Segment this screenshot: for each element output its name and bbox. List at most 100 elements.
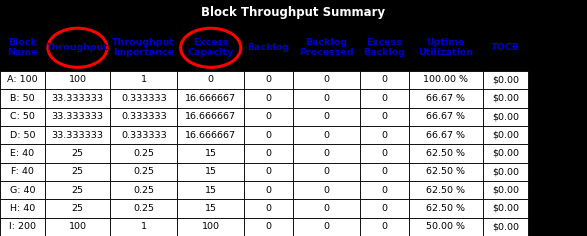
Bar [360, 126, 409, 144]
Text: 0: 0 [265, 167, 272, 176]
Bar [45, 108, 110, 126]
Text: 33.333333: 33.333333 [52, 112, 103, 121]
Text: 25: 25 [72, 167, 83, 176]
Bar [293, 25, 360, 71]
Bar [483, 144, 528, 163]
Bar [110, 144, 177, 163]
Bar [483, 218, 528, 236]
Text: 0.333333: 0.333333 [121, 112, 167, 121]
Text: TOCB: TOCB [491, 43, 520, 52]
Text: 15: 15 [205, 185, 217, 195]
Bar [293, 144, 360, 163]
Bar [293, 163, 360, 181]
Text: 0.25: 0.25 [133, 149, 154, 158]
Text: 66.67 %: 66.67 % [426, 94, 465, 103]
Text: 0: 0 [381, 76, 387, 84]
Text: 0: 0 [265, 131, 272, 139]
Text: 0: 0 [208, 76, 214, 84]
Bar [110, 71, 177, 89]
Text: $0.00: $0.00 [492, 94, 519, 103]
Bar [177, 126, 244, 144]
Text: 0: 0 [323, 112, 329, 121]
Bar [177, 89, 244, 108]
Bar [177, 25, 244, 71]
Bar [0, 71, 45, 89]
Bar [244, 163, 293, 181]
Text: 16.666667: 16.666667 [185, 131, 236, 139]
Text: 100: 100 [69, 76, 86, 84]
Text: 0.25: 0.25 [133, 204, 154, 213]
Bar [293, 89, 360, 108]
Bar [110, 126, 177, 144]
Text: 100.00 %: 100.00 % [423, 76, 468, 84]
Bar [360, 25, 409, 71]
Bar [409, 218, 483, 236]
Text: 0: 0 [323, 167, 329, 176]
Text: 0: 0 [381, 112, 387, 121]
Text: 100: 100 [69, 222, 86, 231]
Bar [45, 126, 110, 144]
Text: 0: 0 [323, 94, 329, 103]
Text: F: 40: F: 40 [11, 167, 33, 176]
Bar [293, 126, 360, 144]
Text: 0: 0 [381, 167, 387, 176]
Bar [293, 199, 360, 218]
Bar [45, 181, 110, 199]
Text: 66.67 %: 66.67 % [426, 131, 465, 139]
Text: D: 50: D: 50 [9, 131, 35, 139]
Text: Throughput: Throughput [46, 43, 109, 52]
Text: Excess
Capacity: Excess Capacity [188, 38, 234, 58]
Text: 0: 0 [381, 204, 387, 213]
Bar [45, 71, 110, 89]
Bar [293, 71, 360, 89]
Bar [293, 181, 360, 199]
Text: Uptime
Utilization: Uptime Utilization [418, 38, 473, 58]
Text: H: 40: H: 40 [9, 204, 35, 213]
Bar [244, 218, 293, 236]
Bar [360, 199, 409, 218]
Text: A: 100: A: 100 [7, 76, 38, 84]
Text: 0: 0 [265, 94, 272, 103]
Text: 100: 100 [202, 222, 220, 231]
Bar [0, 0, 587, 25]
Bar [244, 108, 293, 126]
Text: I: 200: I: 200 [9, 222, 36, 231]
Text: $0.00: $0.00 [492, 204, 519, 213]
Bar [293, 108, 360, 126]
Text: 0: 0 [381, 131, 387, 139]
Bar [0, 126, 45, 144]
Bar [45, 163, 110, 181]
Bar [360, 108, 409, 126]
Text: G: 40: G: 40 [9, 185, 35, 195]
Bar [0, 163, 45, 181]
Bar [360, 71, 409, 89]
Text: 62.50 %: 62.50 % [426, 204, 465, 213]
Bar [360, 218, 409, 236]
Bar [177, 144, 244, 163]
Text: 0: 0 [323, 76, 329, 84]
Bar [483, 163, 528, 181]
Text: 0: 0 [265, 204, 272, 213]
Text: 0: 0 [265, 222, 272, 231]
Bar [110, 89, 177, 108]
Text: 0.333333: 0.333333 [121, 131, 167, 139]
Bar [0, 144, 45, 163]
Text: 50.00 %: 50.00 % [426, 222, 465, 231]
Text: Block Throughput Summary: Block Throughput Summary [201, 6, 386, 19]
Text: $0.00: $0.00 [492, 131, 519, 139]
Bar [110, 199, 177, 218]
Text: Excess
Backlog: Excess Backlog [363, 38, 405, 58]
Text: 0: 0 [323, 185, 329, 195]
Text: 16.666667: 16.666667 [185, 112, 236, 121]
Bar [45, 89, 110, 108]
Bar [177, 218, 244, 236]
Bar [110, 163, 177, 181]
Bar [244, 89, 293, 108]
Bar [177, 181, 244, 199]
Text: B: 50: B: 50 [10, 94, 35, 103]
Text: 25: 25 [72, 204, 83, 213]
Bar [0, 25, 45, 71]
Text: E: 40: E: 40 [10, 149, 35, 158]
Text: 0: 0 [323, 204, 329, 213]
Text: $0.00: $0.00 [492, 185, 519, 195]
